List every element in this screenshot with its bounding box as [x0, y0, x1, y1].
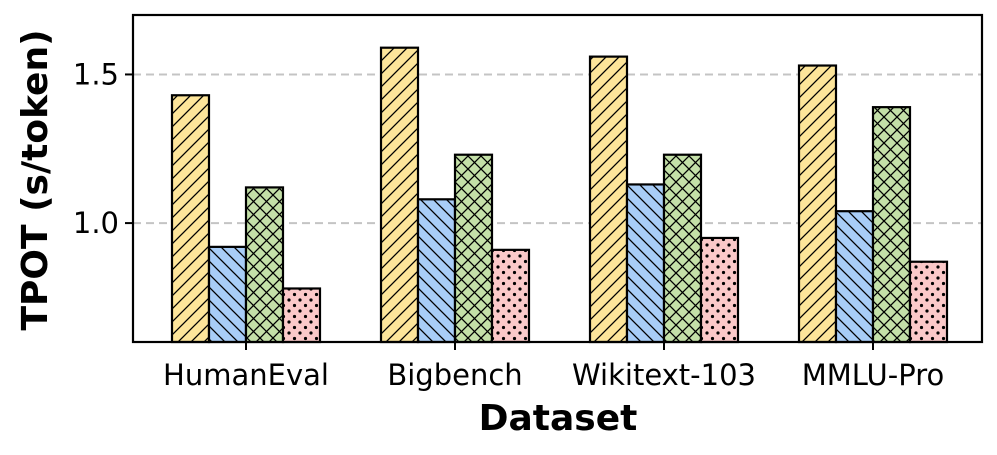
y-axis-title: TPOT (s/token) [15, 29, 56, 330]
bar-outline [416, 198, 457, 344]
bar-outline [453, 153, 494, 344]
bar-outline [490, 248, 531, 344]
bar-outline [699, 236, 740, 344]
y-axis: 1.0 1.5 [73, 57, 133, 240]
bar-outline [871, 106, 912, 344]
x-tick-label: MMLU-Pro [802, 358, 944, 392]
bar-outline [244, 186, 285, 344]
x-tick-label: Bigbench [387, 358, 522, 392]
bar-outline [908, 260, 949, 344]
bar-outline [834, 210, 875, 344]
bar-outline [281, 287, 322, 344]
bar-outline [588, 55, 629, 344]
bar-outline [797, 64, 838, 344]
x-tick-label: HumanEval [163, 358, 329, 392]
bar-outline [625, 183, 666, 344]
y-tick-label: 1.5 [73, 57, 119, 91]
x-axis: HumanEval Bigbench Wikitext-103 MMLU-Pro [163, 342, 944, 392]
bar-outline [207, 245, 248, 344]
x-axis-title: Dataset [479, 398, 638, 439]
bars [170, 46, 949, 344]
y-tick-label: 1.0 [73, 206, 119, 240]
x-tick-label: Wikitext-103 [572, 358, 756, 392]
plot-frame [131, 13, 984, 344]
bar-outline [170, 94, 211, 344]
bar-outline [662, 153, 703, 344]
bar-outline [379, 46, 420, 344]
